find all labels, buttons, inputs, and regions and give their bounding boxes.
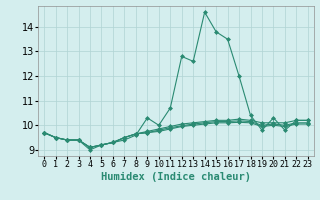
X-axis label: Humidex (Indice chaleur): Humidex (Indice chaleur) [101, 172, 251, 182]
